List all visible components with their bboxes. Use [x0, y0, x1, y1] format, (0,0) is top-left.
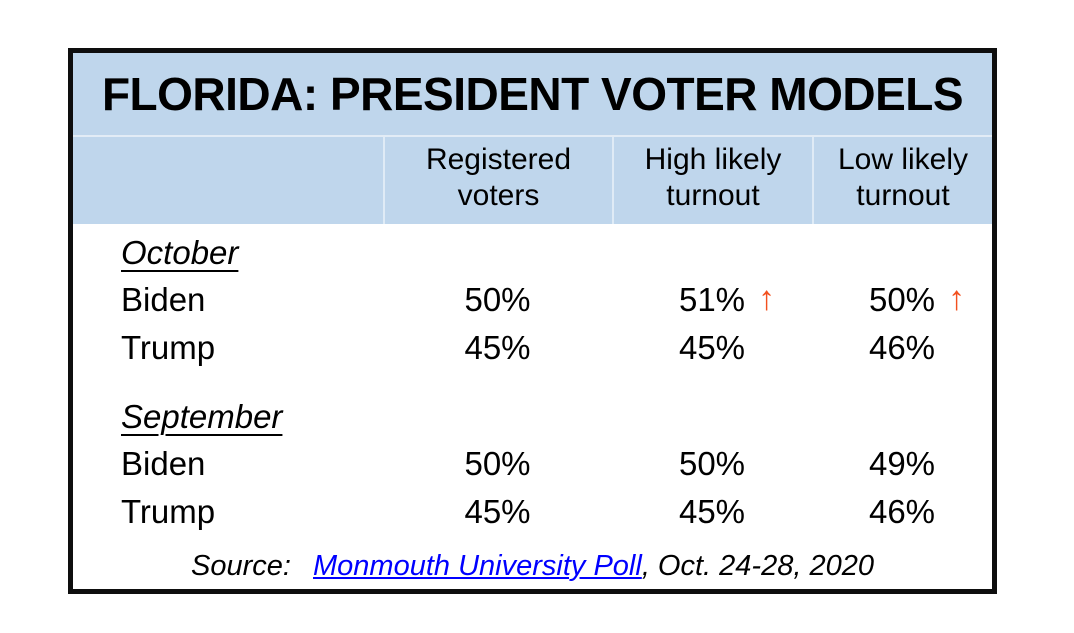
value-high-likely: 45%	[678, 493, 746, 530]
table-row: Biden 50% 51% ↑ 50% ↑	[73, 276, 992, 324]
value-high-likely: 50%	[678, 445, 746, 482]
value-low-likely: 46%	[868, 329, 936, 366]
value-low-likely: 50% ↑	[868, 279, 965, 318]
group-row-september: September	[73, 393, 992, 440]
value-registered: 50%	[464, 281, 531, 318]
group-label-september: September	[121, 397, 283, 435]
voter-models-table: FLORIDA: PRESIDENT VOTER MODELS Register…	[68, 48, 997, 594]
header-registered-voters: Registered voters	[383, 136, 612, 224]
value-high-likely: 51% ↑	[678, 279, 775, 318]
source-line: Source: Monmouth University Poll , Oct. …	[73, 543, 992, 589]
value-low-likely: 46%	[868, 493, 936, 530]
value-high-likely: 45%	[678, 329, 746, 366]
candidate-name: Biden	[121, 445, 206, 482]
trend-up-arrow-icon: ↑	[758, 279, 775, 318]
group-row-october: October	[73, 229, 992, 276]
table-title: FLORIDA: PRESIDENT VOTER MODELS	[73, 53, 992, 137]
header-high-likely-turnout: High likely turnout	[612, 136, 812, 224]
source-label: Source:	[191, 549, 300, 582]
source-date: , Oct. 24-28, 2020	[641, 549, 874, 582]
candidate-name: Trump	[121, 329, 216, 366]
table-row: Trump 45% 45% 46%	[73, 324, 992, 372]
candidate-name: Biden	[121, 281, 206, 318]
table-row: Trump 45% 45% 46%	[73, 488, 992, 536]
value-registered: 50%	[464, 445, 531, 482]
column-header-row: Registered voters High likely turnout Lo…	[73, 136, 992, 224]
candidate-name: Trump	[121, 493, 216, 530]
group-label-october: October	[121, 233, 239, 271]
group-spacer	[73, 372, 992, 393]
trend-up-arrow-icon: ↑	[948, 279, 965, 318]
table-body: October Biden 50% 51% ↑ 50% ↑ Trump	[73, 224, 992, 589]
header-cell-empty	[73, 137, 383, 224]
value-registered: 45%	[464, 329, 531, 366]
value-registered: 45%	[464, 493, 531, 530]
table-row: Biden 50% 50% 49%	[73, 440, 992, 488]
header-low-likely-turnout: Low likely turnout	[812, 136, 992, 224]
value-low-likely: 49%	[868, 445, 936, 482]
source-link[interactable]: Monmouth University Poll	[313, 549, 642, 582]
